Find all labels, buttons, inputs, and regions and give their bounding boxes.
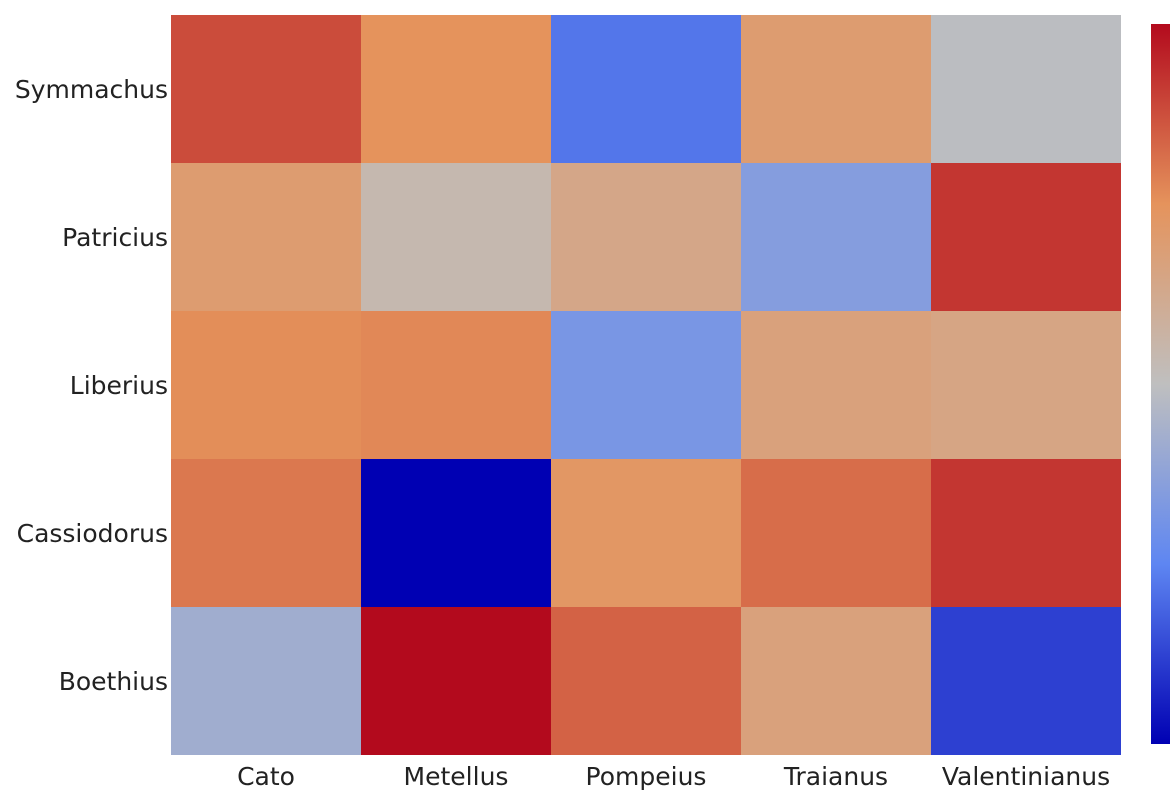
y-axis-tick-labels: Symmachus Patricius Liberius Cassiodorus Boe… — [15, 75, 168, 696]
heatmap-cell-patricius-valentinianus — [931, 163, 1121, 311]
heatmap-cells — [171, 15, 1121, 755]
heatmap-cell-boethius-valentinianus — [931, 607, 1121, 755]
heatmap-cell-boethius-metellus — [361, 607, 551, 755]
x-tick-label: Valentinianus — [942, 762, 1110, 790]
heatmap-cell-cassiodorus-metellus — [361, 459, 551, 607]
y-tick-label: Patricius — [62, 223, 168, 252]
heatmap-cell-symmachus-traianus — [741, 15, 931, 163]
x-axis-tick-labels: Cato Metellus Pompeius Traianus Valentinianu… — [237, 762, 1110, 790]
colorbar — [1151, 24, 1170, 744]
heatmap-cell-symmachus-metellus — [361, 15, 551, 163]
x-tick-label: Pompeius — [586, 762, 707, 790]
heatmap-cell-boethius-cato — [171, 607, 361, 755]
heatmap-cell-patricius-metellus — [361, 163, 551, 311]
heatmap-cell-cassiodorus-pompeius — [551, 459, 741, 607]
heatmap-cell-cassiodorus-cato — [171, 459, 361, 607]
y-tick-label: Liberius — [70, 371, 168, 400]
heatmap-cell-boethius-pompeius — [551, 607, 741, 755]
x-tick-label: Traianus — [783, 762, 888, 790]
heatmap-cell-liberius-traianus — [741, 311, 931, 459]
y-tick-label: Boethius — [59, 667, 168, 696]
x-tick-label: Metellus — [404, 762, 509, 790]
heatmap-cell-cassiodorus-traianus — [741, 459, 931, 607]
heatmap-cell-liberius-cato — [171, 311, 361, 459]
heatmap-cell-patricius-pompeius — [551, 163, 741, 311]
heatmap-cell-liberius-metellus — [361, 311, 551, 459]
heatmap-cell-symmachus-pompeius — [551, 15, 741, 163]
x-tick-label: Cato — [237, 762, 295, 790]
y-tick-label: Cassiodorus — [17, 519, 168, 548]
y-tick-label: Symmachus — [15, 75, 168, 104]
heatmap-cell-symmachus-cato — [171, 15, 361, 163]
heatmap-cell-liberius-pompeius — [551, 311, 741, 459]
heatmap-cell-liberius-valentinianus — [931, 311, 1121, 459]
heatmap-cell-symmachus-valentinianus — [931, 15, 1121, 163]
heatmap-cell-patricius-cato — [171, 163, 361, 311]
heatmap-cell-boethius-traianus — [741, 607, 931, 755]
heatmap-cell-cassiodorus-valentinianus — [931, 459, 1121, 607]
heatmap-cell-patricius-traianus — [741, 163, 931, 311]
